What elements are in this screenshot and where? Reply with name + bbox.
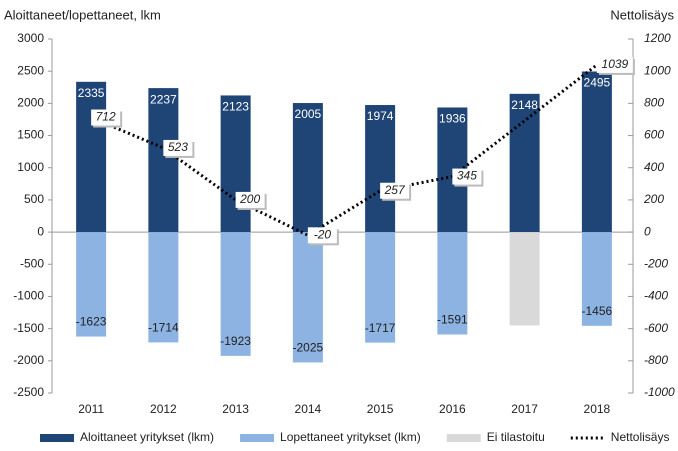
bar xyxy=(292,232,323,363)
label-box xyxy=(307,227,337,244)
label-box xyxy=(235,191,265,208)
y2-tick-label: -400 xyxy=(644,289,668,303)
x-tick-label: 2017 xyxy=(511,402,538,416)
y-tick-label: -1500 xyxy=(13,321,44,335)
bar xyxy=(509,93,540,233)
line-label: 523 xyxy=(168,140,188,154)
value-label: -1623 xyxy=(76,315,107,329)
bar xyxy=(365,105,396,233)
value-label: 1974 xyxy=(367,109,394,123)
bar xyxy=(148,88,179,233)
legend-label: Nettolisäys xyxy=(611,430,670,444)
x-tick-label: 2014 xyxy=(295,402,322,416)
value-label: -1591 xyxy=(437,313,468,327)
y-tick-label: -1000 xyxy=(13,289,44,303)
legend-label: Lopettaneet yritykset (lkm) xyxy=(280,430,421,444)
y2-tick-label: -800 xyxy=(644,353,668,367)
value-label: -1714 xyxy=(148,321,179,335)
bar xyxy=(148,232,179,343)
y2-tick-label: -600 xyxy=(644,321,668,335)
bar xyxy=(292,103,323,233)
line-label: 1039 xyxy=(602,57,629,71)
y-tick-label: 1500 xyxy=(17,128,44,142)
value-label: 2005 xyxy=(295,107,322,121)
x-tick-label: 2011 xyxy=(78,402,104,416)
label-box xyxy=(380,182,410,199)
y2-tick-label: -200 xyxy=(644,256,668,270)
y2-tick-label: 0 xyxy=(644,224,651,238)
y-tick-label: 500 xyxy=(24,192,44,206)
x-tick-label: 2013 xyxy=(222,402,249,416)
label-box xyxy=(91,109,121,126)
value-label: 1936 xyxy=(439,112,466,126)
y2-tick-label: 600 xyxy=(644,128,664,142)
y2-tick-label: -1000 xyxy=(644,385,675,399)
legend-label: Aloittaneet yritykset (lkm) xyxy=(80,430,214,444)
line-label: 257 xyxy=(384,183,406,197)
label-box xyxy=(596,56,633,73)
y-tick-label: 2000 xyxy=(17,96,44,110)
value-label: -1456 xyxy=(582,304,613,318)
y-tick-label: -500 xyxy=(20,256,44,270)
label-box xyxy=(163,139,193,156)
legend-swatch xyxy=(240,434,275,442)
value-label: 2123 xyxy=(222,100,249,114)
value-label: 2495 xyxy=(584,76,611,90)
y-tick-label: 0 xyxy=(37,224,44,238)
value-label: -1717 xyxy=(365,321,396,335)
y-tick-label: 1000 xyxy=(17,160,44,174)
y2-tick-label: 1200 xyxy=(644,31,671,45)
bar xyxy=(220,95,251,233)
line-label: 712 xyxy=(96,110,116,124)
legend-swatch xyxy=(40,434,74,442)
bar xyxy=(220,232,251,356)
line-label: -20 xyxy=(314,227,332,241)
y-tick-label: 3000 xyxy=(17,31,44,45)
line-label: 200 xyxy=(239,192,260,206)
y-tick-label: -2000 xyxy=(13,353,44,367)
x-tick-label: 2018 xyxy=(584,402,611,416)
legend-swatch xyxy=(446,434,481,442)
value-label: 2335 xyxy=(78,86,105,100)
bar xyxy=(76,232,107,337)
bar xyxy=(437,232,468,335)
y-tick-label: 2500 xyxy=(17,63,44,77)
x-tick-label: 2016 xyxy=(439,402,466,416)
y2-tick-label: 1000 xyxy=(644,63,671,77)
legend-label: Ei tilastoitu xyxy=(487,430,545,444)
x-tick-label: 2012 xyxy=(150,402,177,416)
y2-tick-label: 200 xyxy=(643,192,664,206)
label-box xyxy=(452,168,482,185)
value-label: 2237 xyxy=(150,92,177,106)
line-label: 345 xyxy=(457,169,477,183)
bar xyxy=(581,232,612,326)
x-tick-label: 2015 xyxy=(367,402,394,416)
bar xyxy=(76,81,107,233)
y2-axis-title: Nettolisäys xyxy=(610,7,674,22)
value-label: -1923 xyxy=(220,334,251,348)
bar xyxy=(581,71,612,233)
y-axis-title: Aloittaneet/lopettaneet, lkm xyxy=(4,7,161,22)
value-label: 2148 xyxy=(511,98,538,112)
bar xyxy=(365,232,396,343)
value-label: -2025 xyxy=(293,341,324,355)
y2-tick-label: 800 xyxy=(644,96,664,110)
y-tick-label: -2500 xyxy=(13,385,44,399)
y2-tick-label: 400 xyxy=(644,160,664,174)
bar xyxy=(509,232,540,326)
